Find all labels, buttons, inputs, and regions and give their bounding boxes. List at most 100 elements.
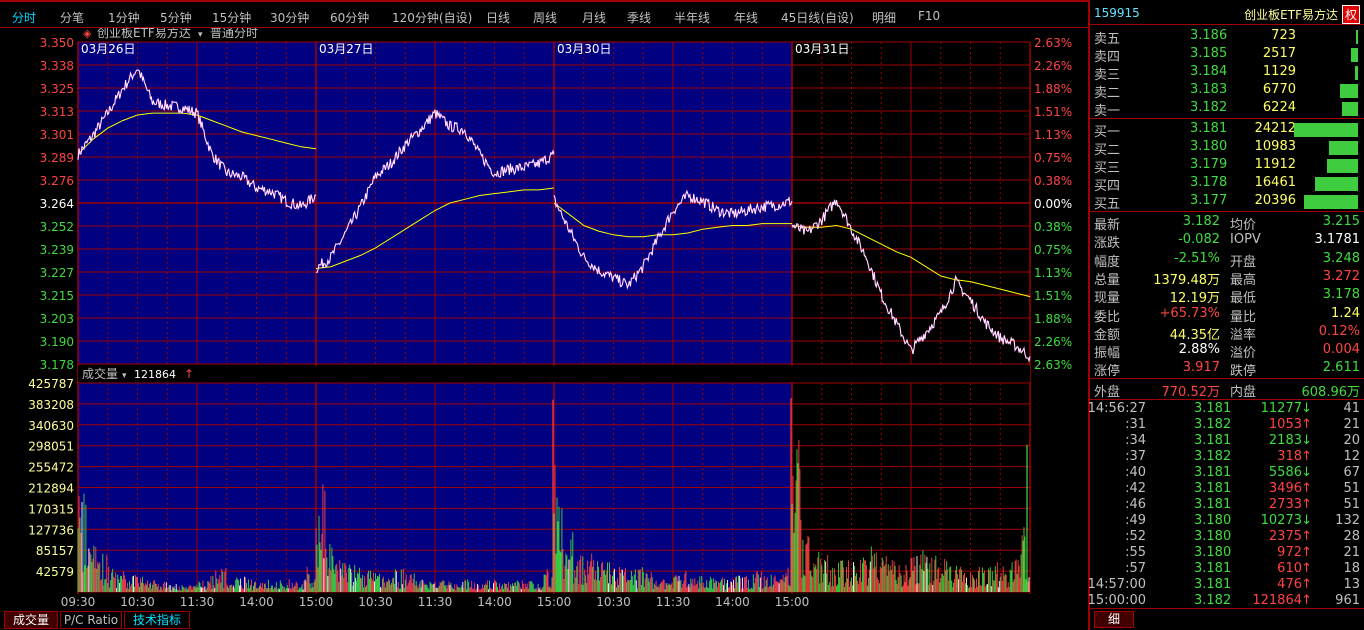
stat-label: 跌停 (1230, 364, 1257, 380)
asks-row[interactable]: 卖四 3.185 2517 (1094, 46, 1360, 65)
period-tab-2[interactable]: 1分钟 (108, 11, 140, 25)
trade-count: 28 (1343, 529, 1360, 544)
period-tab-7[interactable]: 120分钟(自设) (392, 11, 473, 25)
arrow-up-icon: ↑ (1301, 545, 1312, 560)
pct-tick: 0.38% (1034, 174, 1072, 188)
period-tab-15[interactable]: 明细 (872, 11, 897, 25)
stat-value: 1.24 (1331, 305, 1360, 321)
volume-bar (1341, 102, 1358, 116)
price-line (553, 190, 793, 290)
level-volume: 6770 (1262, 82, 1296, 97)
outer-value: 770.52万 (1161, 385, 1221, 400)
trade-time: :40 (1125, 465, 1146, 480)
period-tab-16[interactable]: F10 (918, 9, 941, 23)
period-tab-11[interactable]: 季线 (627, 11, 652, 25)
volume-tick: 383208 (28, 398, 74, 412)
asks-row[interactable]: 卖二 3.183 6770 (1094, 82, 1360, 101)
tab-detail[interactable]: 细 (1094, 611, 1134, 628)
period-tab-5[interactable]: 30分钟 (270, 11, 310, 25)
time-tick: 11:30 (180, 595, 215, 609)
trade-price: 3.180 (1194, 545, 1232, 560)
bids-row[interactable]: 买五 3.177 20396 (1094, 193, 1360, 212)
bids-row[interactable]: 买一 3.181 24212 (1094, 121, 1360, 140)
trade-count: 67 (1343, 465, 1360, 480)
level-label: 卖五 (1094, 32, 1121, 47)
stat-value: -0.082 (1178, 232, 1220, 248)
stat-label: 委比 (1094, 309, 1121, 325)
pct-tick: 2.26% (1034, 335, 1072, 349)
quote-panel: 159915 创业板ETF易方达 权 卖五 3.186 723 卖四 3.185… (1088, 0, 1364, 630)
tab-technical-indicators[interactable]: 技术指标 (124, 611, 190, 629)
chevron-down-icon: ▾ (198, 30, 203, 40)
price-line (315, 109, 555, 273)
trade-price: 3.180 (1194, 513, 1232, 528)
arrow-down-icon: ↓ (1301, 513, 1312, 528)
stat-row: 最新 3.182 均价 3.215 (1094, 214, 1360, 233)
stat-value: +65.73% (1159, 305, 1220, 321)
period-tab-4[interactable]: 15分钟 (212, 11, 252, 25)
bids-row[interactable]: 买四 3.178 16461 (1094, 175, 1360, 194)
trade-volume: 10273 (1260, 513, 1302, 528)
bids-row[interactable]: 买二 3.180 10983 (1094, 139, 1360, 158)
intraday-chart[interactable]: ◈ 创业板ETF易方达 ▾ 普通分时 3.350 2.63% 3.338 2.26% 3.325… (0, 28, 1088, 609)
level-label: 买三 (1094, 161, 1121, 176)
price-tick: 3.190 (40, 335, 74, 349)
trade-volume: 972 (1277, 545, 1302, 560)
level-volume: 1129 (1262, 64, 1296, 79)
tab-volume[interactable]: 成交量 (4, 611, 58, 629)
bids-row[interactable]: 买三 3.179 11912 (1094, 157, 1360, 176)
stat-label: 量比 (1230, 309, 1257, 325)
arrow-up-icon: ↑ (1301, 497, 1312, 512)
stat-label: 幅度 (1094, 254, 1121, 270)
price-tick: 3.338 (40, 59, 74, 73)
stat-row: 总量 1379.48万 最高 3.272 (1094, 269, 1360, 288)
tab-pc-ratio[interactable]: P/C Ratio (60, 611, 122, 629)
asks-row[interactable]: 卖一 3.182 6224 (1094, 100, 1360, 119)
period-toolbar: 分时 分笔 1分钟 5分钟 15分钟 30分钟 60分钟 120分钟(自设) 日线 周线 月线 季线 半… (0, 0, 1088, 28)
period-tab-6[interactable]: 60分钟 (330, 11, 370, 25)
period-tab-13[interactable]: 年线 (734, 11, 759, 25)
trade-volume: 11277 (1260, 401, 1302, 416)
trade-count: 51 (1343, 497, 1360, 512)
arrow-down-icon: ↓ (1301, 465, 1312, 480)
stat-value: 0.12% (1318, 323, 1360, 339)
period-tab-8[interactable]: 日线 (486, 11, 511, 25)
pct-tick: 2.63% (1034, 358, 1072, 372)
level-volume: 11912 (1254, 157, 1296, 172)
day-label: 03月30日 (557, 42, 612, 56)
day-label: 03月27日 (319, 42, 374, 56)
asks-row[interactable]: 卖五 3.186 723 (1094, 28, 1360, 47)
level-price: 3.182 (1190, 100, 1228, 115)
level-price: 3.183 (1190, 82, 1228, 97)
trade-volume: 2375 (1268, 529, 1302, 544)
pct-tick: 1.88% (1034, 82, 1072, 96)
volume-tick: 42579 (36, 565, 74, 579)
trade-row: :55 3.180 972 ↑ 21 (1094, 545, 1360, 561)
level-volume: 723 (1271, 28, 1296, 43)
trade-volume: 5586 (1268, 465, 1302, 480)
stat-label: 振幅 (1094, 346, 1121, 362)
period-tab-3[interactable]: 5分钟 (160, 11, 192, 25)
trade-count: 41 (1343, 401, 1360, 416)
stat-label: 溢价 (1230, 346, 1257, 362)
trade-price: 3.181 (1194, 401, 1232, 416)
period-tab-14[interactable]: 45日线(自设) (781, 11, 854, 25)
volume-tick: 255472 (28, 461, 74, 475)
trade-time: :42 (1125, 481, 1146, 496)
period-tab-1[interactable]: 分笔 (60, 11, 85, 25)
trade-time: :57 (1125, 561, 1146, 576)
period-tab-0[interactable]: 分时 (12, 11, 37, 25)
price-tick: 3.239 (40, 243, 74, 257)
level-volume: 6224 (1262, 100, 1296, 115)
stat-label: IOPV (1230, 232, 1261, 248)
pct-tick: 0.75% (1034, 243, 1072, 257)
arrow-down-icon: ↓ (1301, 401, 1312, 416)
asks-row[interactable]: 卖三 3.184 1129 (1094, 64, 1360, 83)
period-tab-12[interactable]: 半年线 (674, 11, 711, 25)
trade-price: 3.180 (1194, 529, 1232, 544)
period-tab-10[interactable]: 月线 (582, 11, 607, 25)
time-tick: 15:00 (775, 595, 810, 609)
period-tab-9[interactable]: 周线 (533, 11, 558, 25)
rights-badge[interactable]: 权 (1342, 5, 1360, 24)
stat-label: 现量 (1094, 291, 1121, 307)
